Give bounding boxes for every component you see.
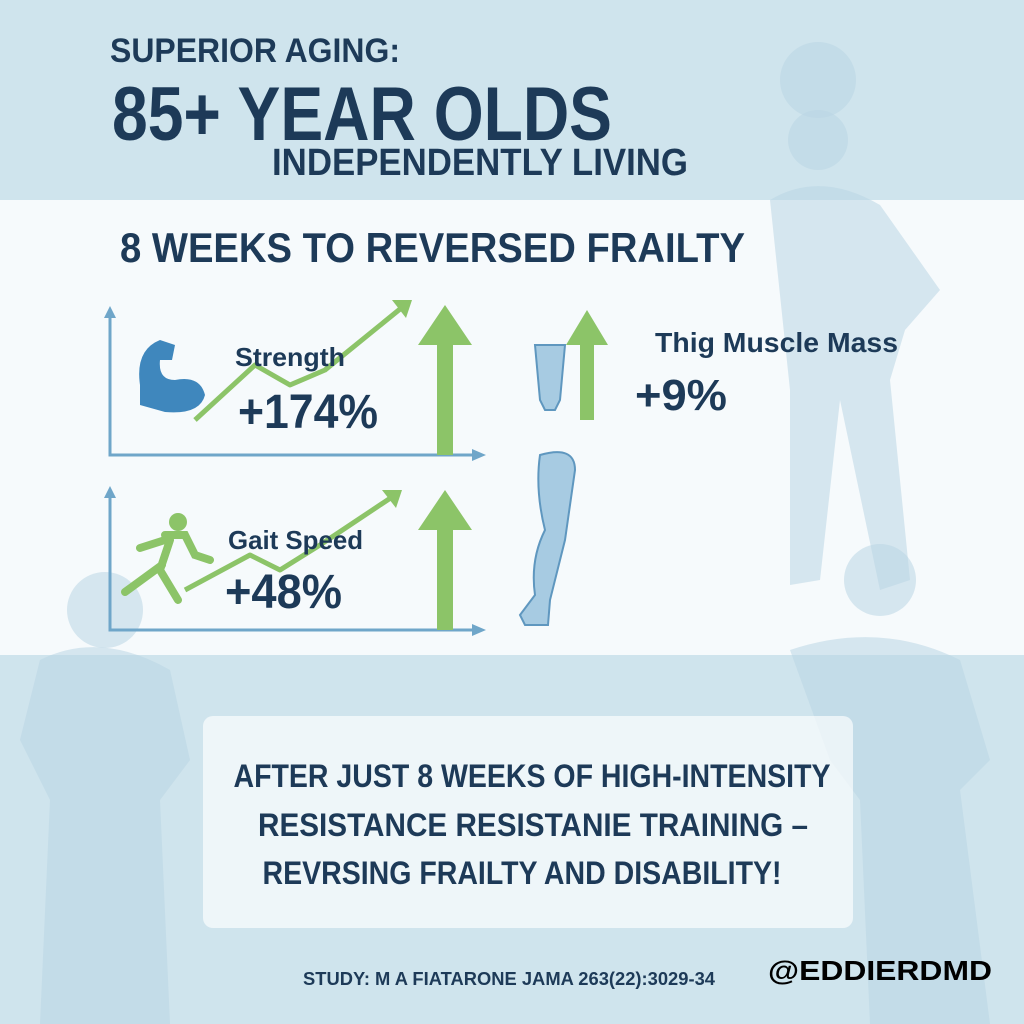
- summary-line: AFTER JUST 8 WEEKS OF HIGH-INTENSITY: [234, 758, 831, 794]
- metric-label: Thig Muscle Mass: [655, 327, 898, 358]
- thigh-graphic: [518, 310, 608, 626]
- metric-value: +48%: [225, 566, 342, 619]
- metric-value: +174%: [238, 386, 378, 439]
- subtitle: INDEPENDENTLY LIVING: [272, 142, 688, 184]
- kicker: SUPERIOR AGING:: [110, 32, 400, 70]
- handle: @EDDIERDMD: [768, 955, 992, 986]
- strength-graphic: [104, 300, 486, 461]
- summary-line: REVRSING FRAILTY AND DISABILITY!: [263, 855, 782, 891]
- title: 85+ YEAR OLDS: [112, 72, 612, 157]
- summary-box: [203, 716, 853, 928]
- section-heading: 8 WEEKS TO REVERSED FRAILTY: [120, 224, 745, 271]
- metric-label: Strength: [235, 342, 345, 372]
- citation: STUDY: M A FIATARONE JAMA 263(22):3029-3…: [303, 969, 715, 989]
- metric-label: Gait Speed: [228, 525, 363, 555]
- summary-line: RESISTANCE RESISTANIE TRAINING –: [258, 807, 808, 843]
- gait-graphic: [104, 486, 486, 636]
- metric-value: +9%: [635, 371, 727, 420]
